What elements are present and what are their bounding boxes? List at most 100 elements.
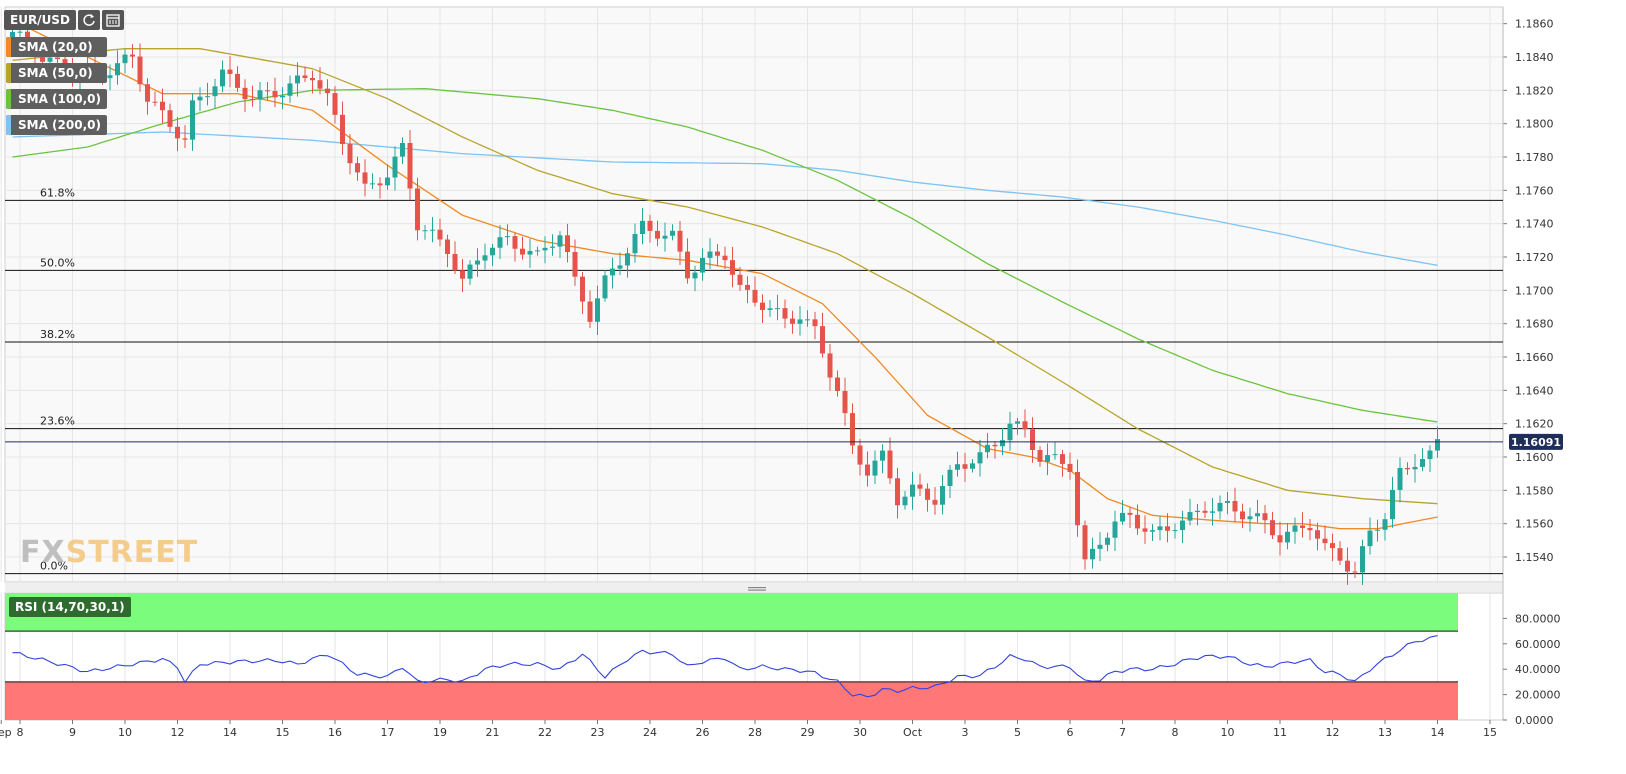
candle-body xyxy=(1187,512,1193,521)
rsi-line xyxy=(12,635,1438,698)
candle-body xyxy=(1097,544,1103,549)
candle-body xyxy=(10,32,15,39)
refresh-icon xyxy=(83,14,95,26)
candle-body xyxy=(47,57,53,62)
candle-body xyxy=(220,69,225,87)
time-tick-label: Sep xyxy=(0,726,12,739)
candle-body xyxy=(1210,511,1215,513)
symbol-selector[interactable]: EUR/USD xyxy=(4,10,76,30)
candle-body xyxy=(1195,510,1200,513)
rsi-tick-label: 0.0000 xyxy=(1515,714,1554,727)
candle-body xyxy=(1247,516,1253,520)
candle-body xyxy=(362,172,368,184)
time-tick-label: 12 xyxy=(1326,726,1340,739)
candle-body xyxy=(175,126,180,139)
candle-body xyxy=(1337,548,1343,561)
candle-body xyxy=(1345,560,1350,572)
rsi-tag[interactable]: RSI (14,70,30,1) xyxy=(9,597,131,617)
candle-body xyxy=(632,233,638,254)
candle-body xyxy=(422,230,428,232)
candle-body xyxy=(707,251,713,258)
candle-body xyxy=(1315,530,1320,539)
time-tick-label: 26 xyxy=(696,726,710,739)
candle-body xyxy=(40,56,45,62)
fib-level-label: 38.2% xyxy=(40,328,75,341)
candle-body xyxy=(655,230,660,239)
price-tick-label: 1.1600 xyxy=(1515,451,1554,464)
fxstreet-logo: FXSTREET xyxy=(20,535,199,570)
candle-body xyxy=(490,247,495,256)
candle-body xyxy=(1090,548,1095,560)
candle-body xyxy=(1082,525,1088,560)
rsi-oversold-zone xyxy=(5,681,1458,720)
candle-body xyxy=(505,236,510,238)
candle-body xyxy=(1157,526,1163,531)
candle-body xyxy=(565,235,570,252)
current-price-badge xyxy=(1509,433,1563,450)
time-tick-label: 22 xyxy=(538,726,552,739)
sma20-tag[interactable]: SMA (20,0) xyxy=(6,37,107,57)
price-tick-label: 1.1640 xyxy=(1515,384,1554,397)
sma50-tag[interactable]: SMA (50,0) xyxy=(6,63,107,83)
candle-body xyxy=(805,319,810,321)
sma200-tag[interactable]: SMA (200,0) xyxy=(6,115,107,135)
time-tick-label: 28 xyxy=(748,726,762,739)
candle-body xyxy=(1000,440,1005,447)
candle-body xyxy=(1015,421,1020,424)
time-tick-label: 19 xyxy=(433,726,447,739)
candle-body xyxy=(1060,454,1065,464)
candle-body xyxy=(347,144,353,164)
candle-body xyxy=(1322,538,1328,544)
candle-body xyxy=(25,31,30,42)
current-price-label: 1.16091 xyxy=(1511,436,1561,449)
candle-body xyxy=(767,308,773,310)
price-tick-label: 1.1740 xyxy=(1515,218,1554,231)
candle-body xyxy=(662,235,668,239)
candle-body xyxy=(377,183,383,186)
candle-body xyxy=(295,75,300,84)
candle-body xyxy=(542,247,548,251)
candle-body xyxy=(737,274,743,285)
candle-body xyxy=(1112,521,1118,538)
candle-body xyxy=(782,308,788,319)
candle-body xyxy=(625,253,630,266)
candle-body xyxy=(1412,466,1418,470)
price-tick-label: 1.1580 xyxy=(1515,484,1554,497)
candle-body xyxy=(730,260,735,275)
candle-body xyxy=(415,188,420,231)
time-tick-label: 21 xyxy=(486,726,500,739)
candle-body xyxy=(940,486,945,505)
time-tick-label: 14 xyxy=(223,726,237,739)
time-tick-label: 14 xyxy=(1431,726,1445,739)
refresh-button[interactable] xyxy=(77,10,100,30)
candle-body xyxy=(910,484,915,497)
candle-body xyxy=(160,101,165,111)
candle-body xyxy=(580,276,585,302)
candle-body xyxy=(227,69,233,74)
candle-body xyxy=(722,255,728,261)
candle-body xyxy=(250,99,255,101)
candle-body xyxy=(617,265,623,269)
candle-body xyxy=(1075,471,1080,526)
candle-body xyxy=(685,251,690,279)
candle-body xyxy=(107,75,113,79)
price-tick-label: 1.1720 xyxy=(1515,251,1554,264)
candle-body xyxy=(1105,537,1110,545)
time-tick-label: 5 xyxy=(1014,726,1021,739)
candle-body xyxy=(370,183,375,185)
candle-body xyxy=(557,235,563,247)
candle-body xyxy=(1052,454,1058,456)
candle-body xyxy=(122,54,128,64)
time-tick-label: 15 xyxy=(276,726,290,739)
candle-body xyxy=(1037,449,1043,462)
candle-body xyxy=(302,75,308,78)
rsi-overbought-zone xyxy=(5,593,1458,632)
candle-body xyxy=(340,114,345,145)
candle-body xyxy=(1375,529,1380,531)
price-tick-label: 1.1800 xyxy=(1515,118,1554,131)
sma100-tag[interactable]: SMA (100,0) xyxy=(6,89,107,109)
price-tick-label: 1.1680 xyxy=(1515,318,1554,331)
candle-body xyxy=(640,220,645,234)
candle-body xyxy=(587,301,593,322)
calendar-button[interactable] xyxy=(101,10,124,30)
